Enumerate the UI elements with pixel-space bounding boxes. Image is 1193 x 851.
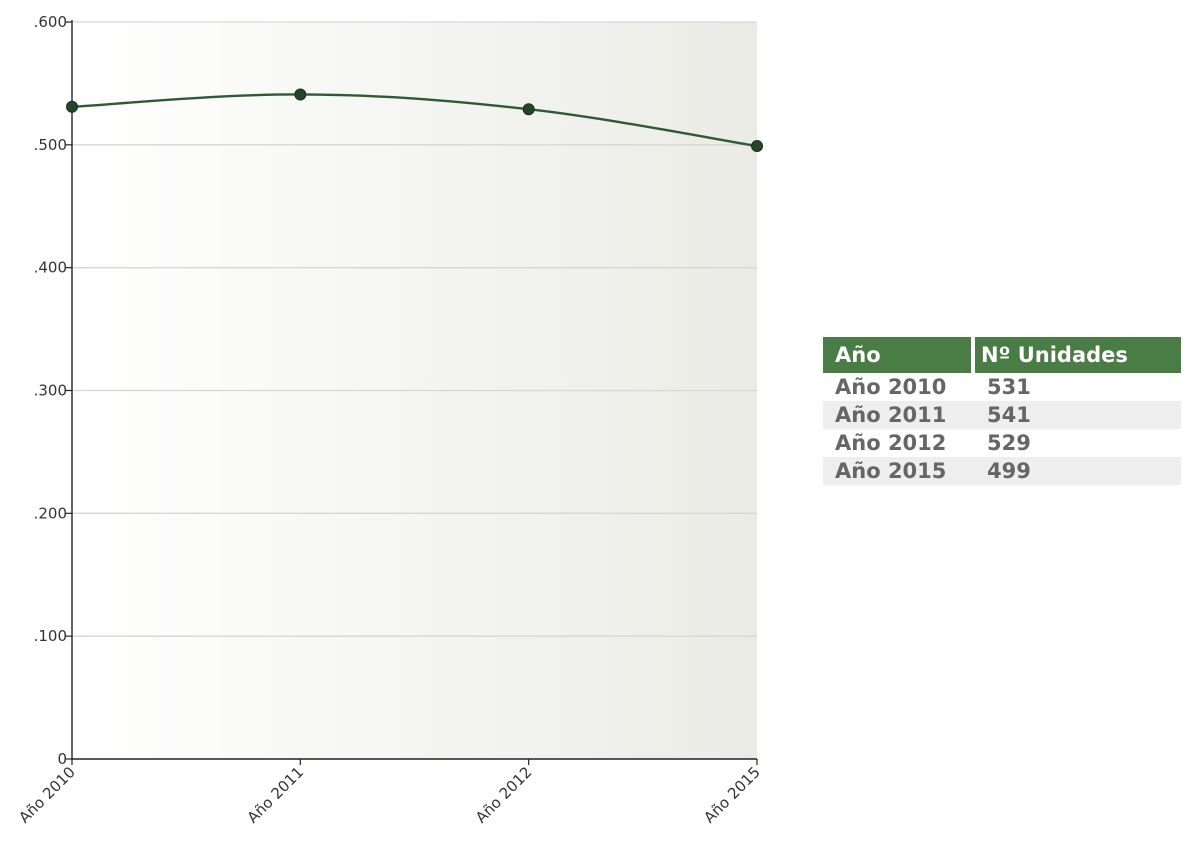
data-table: Año Nº Unidades Año 2010 531 Año 2011 54… xyxy=(823,337,1181,485)
y-tick-label: .600 xyxy=(34,13,67,31)
table-cell-units: 531 xyxy=(987,375,1031,399)
table-cell-year: Año 2011 xyxy=(823,401,973,429)
x-tick-label: Año 2010 xyxy=(15,763,79,827)
y-axis-ticks: 0 .100 .200 .300 .400 .500 .600 xyxy=(34,13,72,768)
table-cell-units: 499 xyxy=(973,457,1181,485)
table-row: Año 2010 531 xyxy=(823,373,1181,401)
table-row: Año 2011 541 xyxy=(823,401,1181,429)
table-header-row: Año Nº Unidades xyxy=(823,337,1181,373)
table-row: Año 2015 499 xyxy=(823,457,1181,485)
series-line xyxy=(71,93,758,148)
data-point xyxy=(294,88,307,101)
y-tick-label: 0 xyxy=(57,750,67,768)
table-row: Año 2012 529 xyxy=(823,429,1181,457)
y-tick-label: .400 xyxy=(34,259,67,277)
y-tick-label: .100 xyxy=(34,627,67,645)
column-header-year: Año xyxy=(823,337,975,373)
column-header-units: Nº Unidades xyxy=(973,337,1181,373)
line-chart: 0.100.200.300.400.500.600 Año 2010 Año 20… xyxy=(15,13,764,827)
table-cell-units: 541 xyxy=(973,401,1181,429)
table-cell-year: Año 2012 xyxy=(835,431,947,455)
y-tick-label: .200 xyxy=(34,504,67,522)
y-tick-label: .300 xyxy=(34,382,67,400)
data-point xyxy=(751,140,763,153)
x-axis-ticks: Año 2010 Año 2011 Año 2012 Año 2015 xyxy=(15,759,764,827)
grid-lines xyxy=(72,21,757,637)
data-point xyxy=(66,100,78,113)
x-tick-label: Año 2012 xyxy=(472,763,536,827)
x-tick-label: Año 2015 xyxy=(700,763,764,827)
table-cell-units: 529 xyxy=(987,431,1031,455)
table-cell-year: Año 2015 xyxy=(823,457,973,485)
table-cell-year: Año 2010 xyxy=(835,375,947,399)
y-tick-label: .500 xyxy=(34,136,67,154)
x-tick-label: Año 2011 xyxy=(244,763,308,827)
series-markers xyxy=(66,88,763,153)
data-point xyxy=(522,103,535,116)
